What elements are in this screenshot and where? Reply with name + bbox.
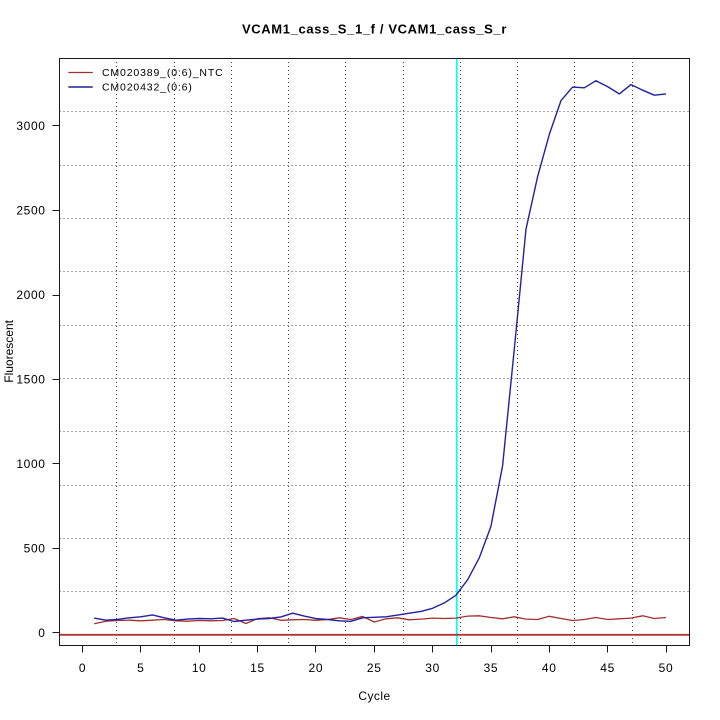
svg-text:10: 10 bbox=[192, 661, 207, 675]
svg-text:500: 500 bbox=[24, 542, 46, 556]
svg-text:VCAM1_cass_S_1_f / VCAM1_cass_: VCAM1_cass_S_1_f / VCAM1_cass_S_r bbox=[242, 22, 507, 37]
svg-text:40: 40 bbox=[542, 661, 557, 675]
svg-text:0: 0 bbox=[38, 626, 45, 640]
svg-text:2500: 2500 bbox=[16, 204, 45, 218]
svg-text:30: 30 bbox=[425, 661, 440, 675]
svg-text:CM020432_(0:6): CM020432_(0:6) bbox=[102, 82, 193, 94]
svg-text:15: 15 bbox=[250, 661, 265, 675]
svg-text:Cycle: Cycle bbox=[358, 689, 390, 703]
svg-text:25: 25 bbox=[367, 661, 382, 675]
svg-text:Fluorescent: Fluorescent bbox=[2, 319, 16, 382]
svg-text:5: 5 bbox=[137, 661, 144, 675]
svg-text:1500: 1500 bbox=[16, 373, 45, 387]
svg-text:35: 35 bbox=[484, 661, 499, 675]
svg-text:0: 0 bbox=[79, 661, 86, 675]
svg-text:1000: 1000 bbox=[16, 457, 45, 471]
svg-text:3000: 3000 bbox=[16, 119, 45, 133]
svg-text:CM020389_(0:6)_NTC: CM020389_(0:6)_NTC bbox=[102, 67, 224, 79]
svg-text:20: 20 bbox=[309, 661, 324, 675]
svg-text:45: 45 bbox=[600, 661, 615, 675]
svg-text:50: 50 bbox=[659, 661, 674, 675]
svg-text:2000: 2000 bbox=[16, 288, 45, 302]
